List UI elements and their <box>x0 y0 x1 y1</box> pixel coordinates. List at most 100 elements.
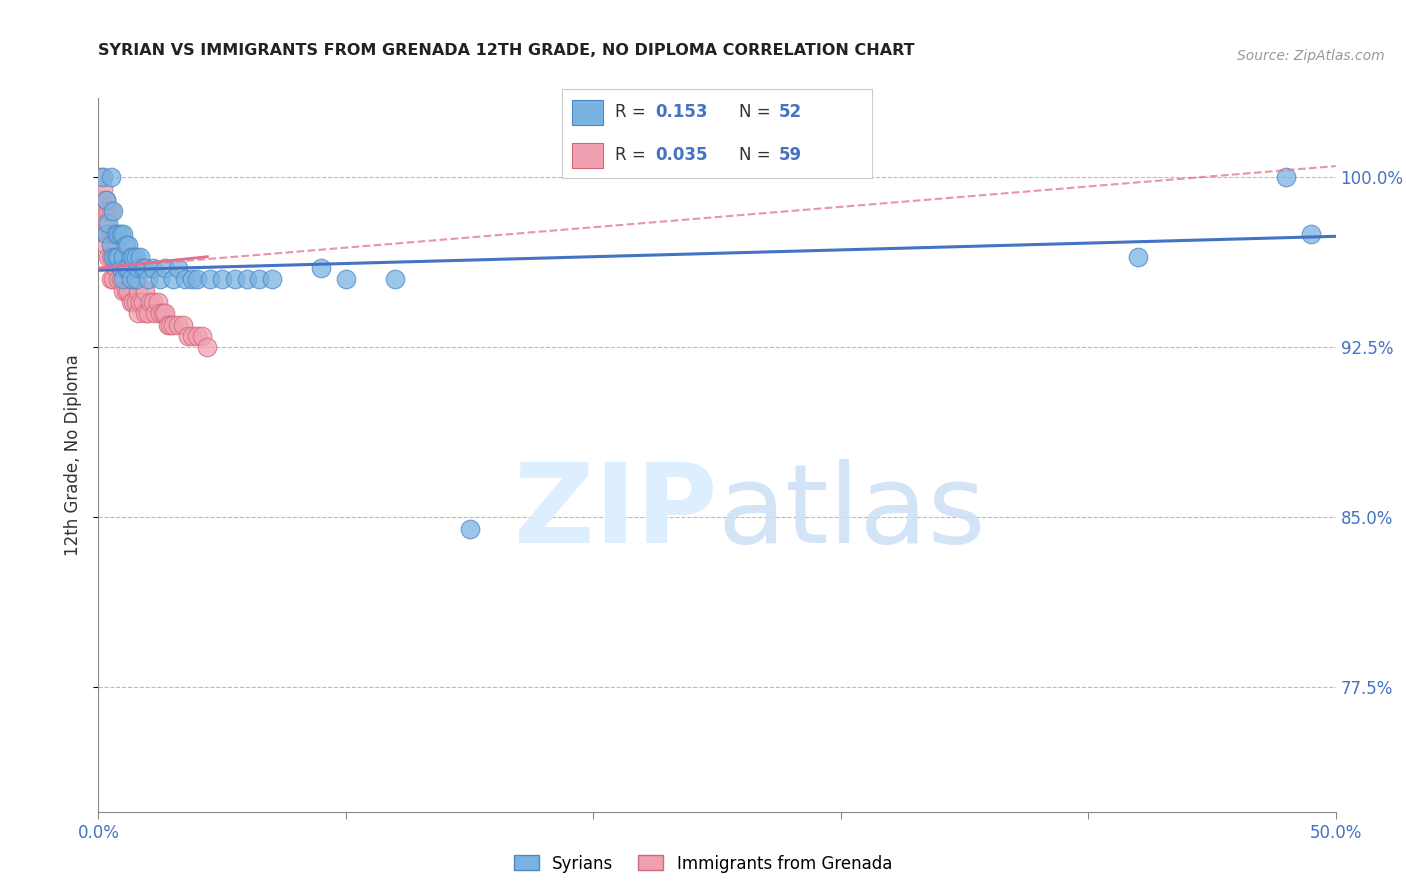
Point <box>104 250 127 264</box>
Text: N =: N = <box>738 146 776 164</box>
Point <box>186 272 208 286</box>
Point <box>162 318 184 332</box>
Point <box>132 295 155 310</box>
Point <box>134 306 156 320</box>
Point <box>122 272 145 286</box>
Point <box>186 329 208 343</box>
Point <box>142 260 165 275</box>
Point <box>112 227 135 241</box>
Point <box>211 272 233 286</box>
Point <box>120 272 142 286</box>
Text: 59: 59 <box>779 146 801 164</box>
Point <box>104 227 127 241</box>
Point <box>198 272 221 286</box>
Point <box>191 329 214 343</box>
Point <box>103 204 125 219</box>
Point <box>127 284 149 298</box>
Point <box>112 260 135 275</box>
Point <box>117 260 139 275</box>
Point <box>122 295 145 310</box>
Point <box>114 260 136 275</box>
Text: ZIP: ZIP <box>513 458 717 566</box>
Point <box>159 318 181 332</box>
Point <box>114 238 136 252</box>
Point <box>1126 250 1149 264</box>
Point <box>146 295 169 310</box>
Point <box>124 272 146 286</box>
Bar <box>572 143 603 168</box>
Point <box>90 193 112 207</box>
Point <box>155 260 177 275</box>
Point <box>97 250 120 264</box>
Point <box>1275 170 1298 185</box>
Point <box>260 272 283 286</box>
Point <box>103 272 125 286</box>
Point <box>94 193 117 207</box>
Point <box>93 204 115 219</box>
Point <box>129 295 152 310</box>
Text: 52: 52 <box>779 103 801 121</box>
Point <box>136 306 159 320</box>
Point <box>97 216 120 230</box>
Point <box>107 272 129 286</box>
Point <box>103 250 125 264</box>
Point <box>94 193 117 207</box>
Point <box>458 522 481 536</box>
Point <box>247 272 270 286</box>
Point <box>117 238 139 252</box>
Point <box>112 284 135 298</box>
Point <box>181 329 204 343</box>
Text: R =: R = <box>614 146 651 164</box>
Point <box>100 227 122 241</box>
Point <box>107 250 129 264</box>
Legend: Syrians, Immigrants from Grenada: Syrians, Immigrants from Grenada <box>508 848 898 880</box>
Point <box>94 216 117 230</box>
Point <box>152 306 174 320</box>
Point <box>181 272 204 286</box>
Point <box>117 260 139 275</box>
Point <box>134 284 156 298</box>
Point <box>110 250 132 264</box>
Point <box>149 306 172 320</box>
Point <box>90 170 112 185</box>
Point <box>309 260 332 275</box>
Point <box>107 227 129 241</box>
Point <box>110 227 132 241</box>
Point <box>335 272 357 286</box>
Text: N =: N = <box>738 103 776 121</box>
Point <box>103 250 125 264</box>
Point <box>97 227 120 241</box>
Point <box>103 227 125 241</box>
Point <box>120 295 142 310</box>
Point <box>124 250 146 264</box>
Point <box>136 272 159 286</box>
Point <box>139 295 162 310</box>
Point <box>122 250 145 264</box>
Point <box>155 306 177 320</box>
Point <box>100 250 122 264</box>
Point <box>93 170 115 185</box>
Point <box>156 318 179 332</box>
Text: Source: ZipAtlas.com: Source: ZipAtlas.com <box>1237 49 1385 63</box>
Point <box>176 329 198 343</box>
Point <box>97 204 120 219</box>
Point <box>132 260 155 275</box>
Point <box>104 238 127 252</box>
Point <box>114 260 136 275</box>
Text: 0.153: 0.153 <box>655 103 707 121</box>
Point <box>236 272 259 286</box>
Point <box>1299 227 1322 241</box>
Point <box>110 260 132 275</box>
Point <box>112 272 135 286</box>
Point <box>162 272 184 286</box>
Text: 0.035: 0.035 <box>655 146 707 164</box>
Point <box>107 250 129 264</box>
Point <box>129 250 152 264</box>
Bar <box>572 100 603 125</box>
Point <box>127 306 149 320</box>
Point <box>94 227 117 241</box>
Point <box>93 182 115 196</box>
Point <box>124 272 146 286</box>
Y-axis label: 12th Grade, No Diploma: 12th Grade, No Diploma <box>65 354 83 556</box>
Point <box>112 250 135 264</box>
